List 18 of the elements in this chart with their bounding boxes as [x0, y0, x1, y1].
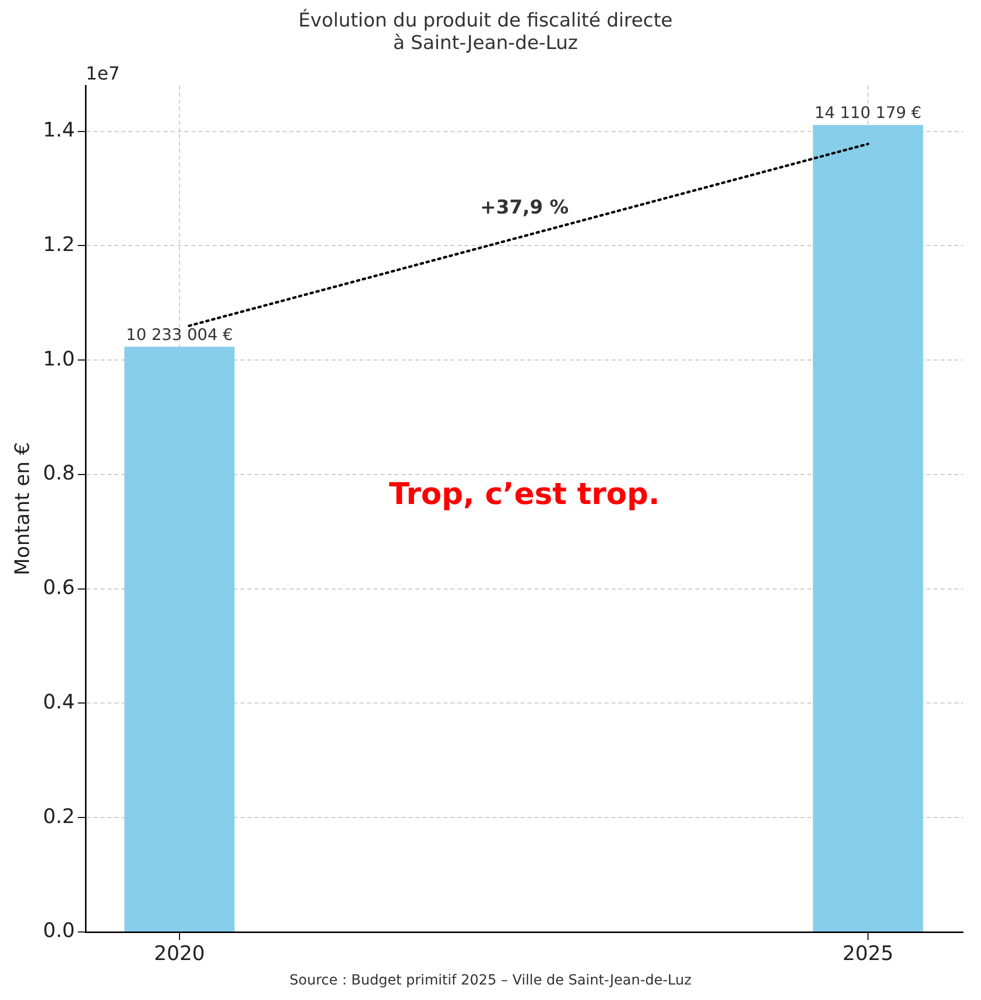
x-tick-label: 2025 [842, 941, 894, 966]
y-axis-title: Montant en € [10, 442, 34, 576]
x-tick-label: 2020 [154, 941, 205, 966]
y-tick-label: 1.4 [42, 118, 75, 142]
y-tick-label: 1.0 [42, 346, 75, 370]
text: 1e7 [86, 63, 120, 84]
annotation: 14 110 179 € [814, 103, 922, 122]
y-tick-label: 0.2 [42, 804, 75, 828]
y-tick-label: 0.4 [42, 689, 75, 714]
annotation: +37,9 % [480, 196, 569, 218]
y-tick-label: 0.0 [42, 918, 75, 942]
source-note: Source : Budget primitif 2025 – Ville de Saint-Jean-de-Luz [290, 972, 692, 989]
y-tick-label: 0.6 [42, 575, 75, 600]
chart-title: Évolution du produit de fiscalité directe à Saint-Jean-de-Luz [298, 8, 673, 54]
y-tick-label: 1.2 [42, 232, 75, 256]
y-tick-label: 0.8 [42, 460, 75, 485]
annotation: 10 233 004 € [126, 324, 233, 344]
annotation: Trop, c’est trop. [389, 476, 660, 512]
